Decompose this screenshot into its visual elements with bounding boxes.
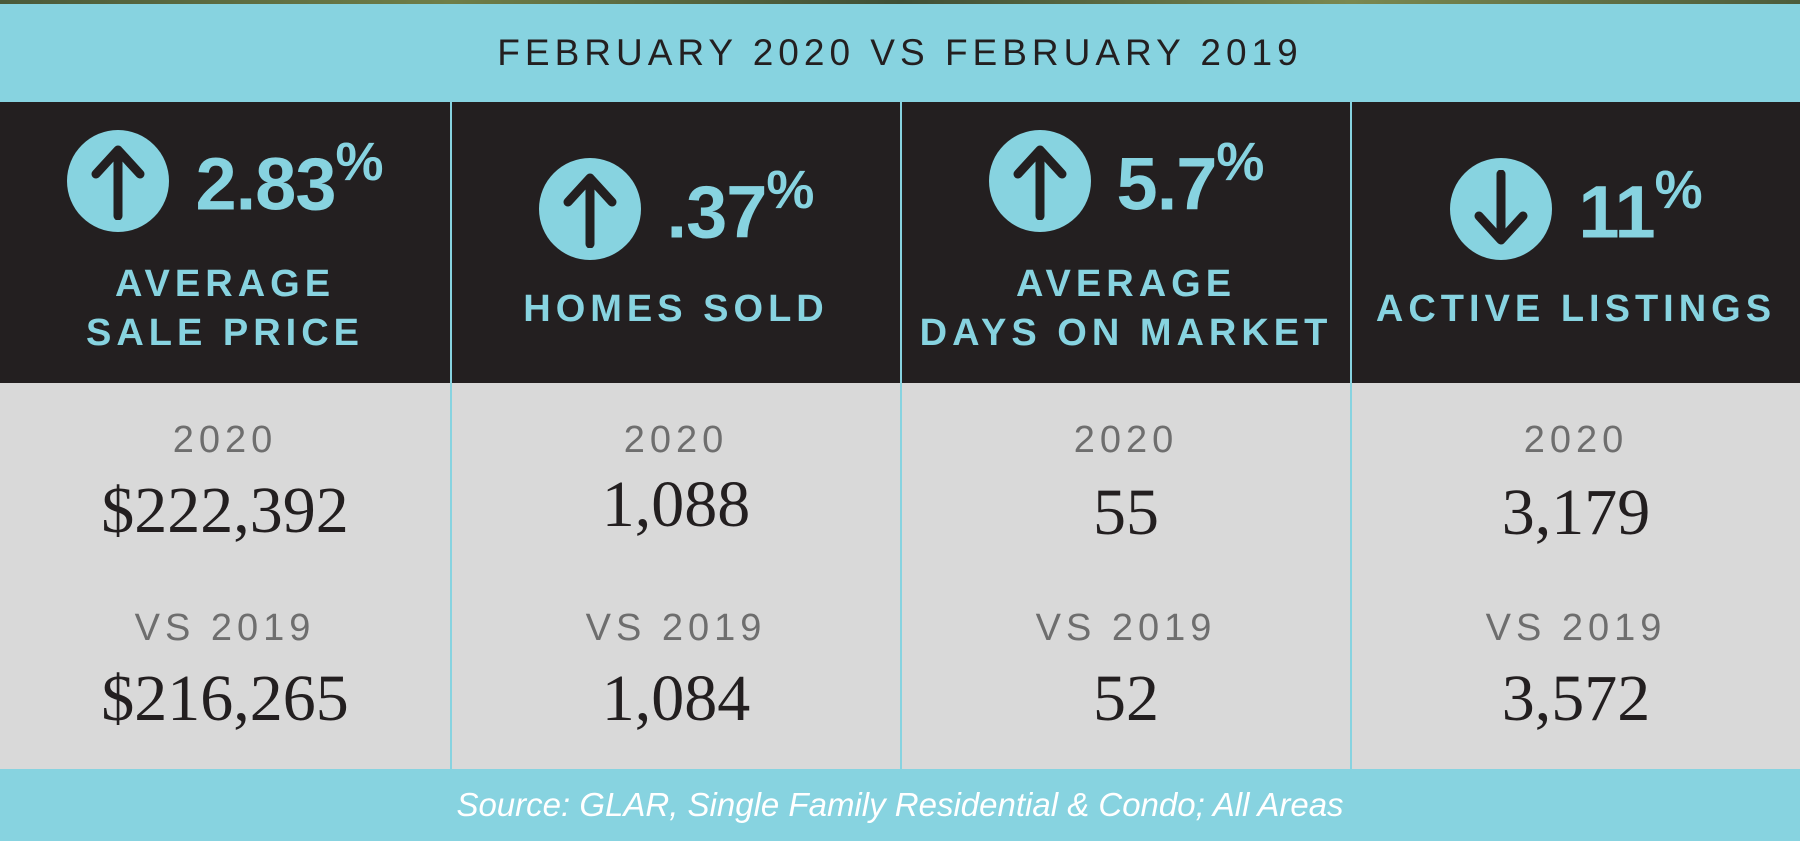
- vs-year-label: VS 2019: [1035, 607, 1217, 649]
- stat-change-row: 11%: [1352, 158, 1800, 260]
- stat-homes-sold: .37% HOMES SOLD 2020 1,088 VS 2019 1,084: [450, 102, 900, 769]
- stat-label: AVERAGE SALE PRICE: [85, 263, 365, 354]
- vs-year-label: VS 2019: [134, 607, 316, 649]
- year-label: 2020: [623, 419, 729, 461]
- value-2020: 3,179: [1501, 476, 1651, 549]
- stat-values-panel: 2020 3,179 VS 2019 3,572: [1352, 383, 1800, 769]
- year-label: 2020: [1523, 419, 1629, 461]
- stat-values-panel: 2020 1,088 VS 2019 1,084: [452, 383, 900, 769]
- arrow-up-icon: [538, 158, 641, 260]
- stat-label: AVERAGE DAYS ON MARKET: [919, 263, 1333, 354]
- value-2019: 1,084: [601, 662, 751, 735]
- year-label: 2020: [172, 419, 278, 461]
- stats-grid: 2.83% AVERAGE SALE PRICE 2020 $222,392 V…: [0, 102, 1800, 769]
- stat-change-row: 2.83%: [0, 130, 450, 232]
- stat-label: ACTIVE LISTINGS: [1375, 288, 1777, 330]
- stat-values-panel: 2020 55 VS 2019 52: [902, 383, 1350, 769]
- value-2019: 3,572: [1501, 662, 1651, 735]
- vs-year-label: VS 2019: [585, 607, 767, 649]
- value-2020: 55: [1093, 476, 1159, 549]
- stat-header-panel: 2.83% AVERAGE SALE PRICE: [0, 102, 450, 383]
- top-image-strip: [0, 0, 1800, 4]
- page-title: FEBRUARY 2020 VS FEBRUARY 2019: [497, 32, 1303, 73]
- stat-average-sale-price: 2.83% AVERAGE SALE PRICE 2020 $222,392 V…: [0, 102, 450, 769]
- stat-header-panel: 5.7% AVERAGE DAYS ON MARKET: [902, 102, 1350, 383]
- arrow-up-icon: [67, 130, 170, 232]
- stat-header-panel: 11% ACTIVE LISTINGS: [1352, 102, 1800, 383]
- percent-change: 5.7%: [1116, 132, 1265, 226]
- source-note: Source: GLAR, Single Family Residential …: [456, 786, 1344, 823]
- arrow-down-icon: [1450, 158, 1553, 260]
- header-banner: FEBRUARY 2020 VS FEBRUARY 2019: [0, 4, 1800, 102]
- stat-header-panel: .37% HOMES SOLD: [452, 102, 900, 383]
- stat-change-row: 5.7%: [902, 130, 1350, 232]
- stat-active-listings: 11% ACTIVE LISTINGS 2020 3,179 VS 2019 3…: [1350, 102, 1800, 769]
- year-label: 2020: [1073, 419, 1179, 461]
- footer-banner: Source: GLAR, Single Family Residential …: [0, 769, 1800, 841]
- stat-average-days-on-market: 5.7% AVERAGE DAYS ON MARKET 2020 55 VS 2…: [900, 102, 1350, 769]
- value-2019: 52: [1093, 662, 1159, 735]
- percent-change: 11%: [1578, 160, 1702, 254]
- arrow-up-icon: [988, 130, 1091, 232]
- value-2020: 1,088: [601, 468, 751, 541]
- stat-label: HOMES SOLD: [523, 288, 829, 330]
- percent-change: 2.83%: [195, 132, 383, 226]
- value-2019: $216,265: [101, 662, 349, 735]
- stat-change-row: .37%: [452, 158, 900, 260]
- value-2020: $222,392: [101, 474, 349, 547]
- vs-year-label: VS 2019: [1485, 607, 1667, 649]
- percent-change: .37%: [666, 160, 815, 254]
- stat-values-panel: 2020 $222,392 VS 2019 $216,265: [0, 383, 450, 769]
